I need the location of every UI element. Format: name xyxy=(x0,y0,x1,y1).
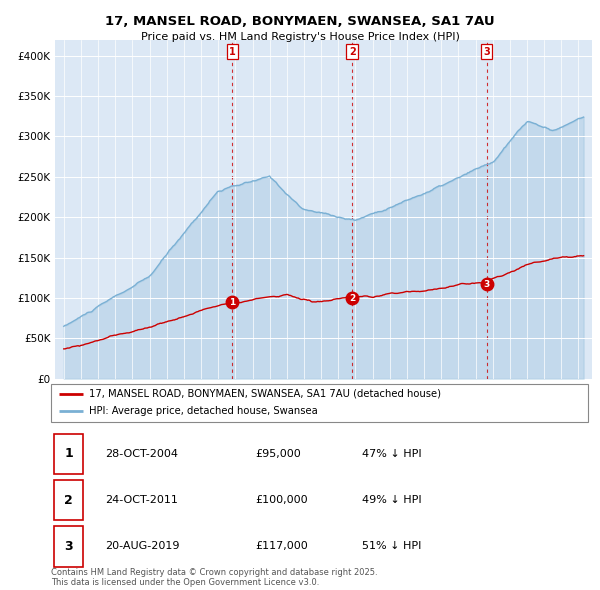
Text: 3: 3 xyxy=(483,47,490,57)
FancyBboxPatch shape xyxy=(53,480,83,520)
Text: Contains HM Land Registry data © Crown copyright and database right 2025.
This d: Contains HM Land Registry data © Crown c… xyxy=(51,568,377,587)
Text: £117,000: £117,000 xyxy=(255,541,308,551)
Text: 2: 2 xyxy=(349,47,356,57)
Text: Price paid vs. HM Land Registry's House Price Index (HPI): Price paid vs. HM Land Registry's House … xyxy=(140,32,460,42)
FancyBboxPatch shape xyxy=(53,434,83,474)
Text: 17, MANSEL ROAD, BONYMAEN, SWANSEA, SA1 7AU: 17, MANSEL ROAD, BONYMAEN, SWANSEA, SA1 … xyxy=(105,15,495,28)
Text: 1: 1 xyxy=(64,447,73,460)
Text: £95,000: £95,000 xyxy=(255,449,301,459)
Text: 49% ↓ HPI: 49% ↓ HPI xyxy=(362,495,422,505)
FancyBboxPatch shape xyxy=(53,526,83,566)
Text: 3: 3 xyxy=(484,280,490,289)
Text: 2: 2 xyxy=(64,493,73,507)
Text: 28-OCT-2004: 28-OCT-2004 xyxy=(105,449,178,459)
FancyBboxPatch shape xyxy=(51,384,588,422)
Text: HPI: Average price, detached house, Swansea: HPI: Average price, detached house, Swan… xyxy=(89,407,317,417)
Text: 1: 1 xyxy=(229,297,236,307)
Text: 17, MANSEL ROAD, BONYMAEN, SWANSEA, SA1 7AU (detached house): 17, MANSEL ROAD, BONYMAEN, SWANSEA, SA1 … xyxy=(89,389,440,399)
Text: 3: 3 xyxy=(64,540,73,553)
Text: £100,000: £100,000 xyxy=(255,495,308,505)
Text: 1: 1 xyxy=(229,47,236,57)
Text: 51% ↓ HPI: 51% ↓ HPI xyxy=(362,541,422,551)
Text: 20-AUG-2019: 20-AUG-2019 xyxy=(105,541,179,551)
Text: 24-OCT-2011: 24-OCT-2011 xyxy=(105,495,178,505)
Text: 2: 2 xyxy=(349,293,355,303)
Text: 47% ↓ HPI: 47% ↓ HPI xyxy=(362,449,422,459)
